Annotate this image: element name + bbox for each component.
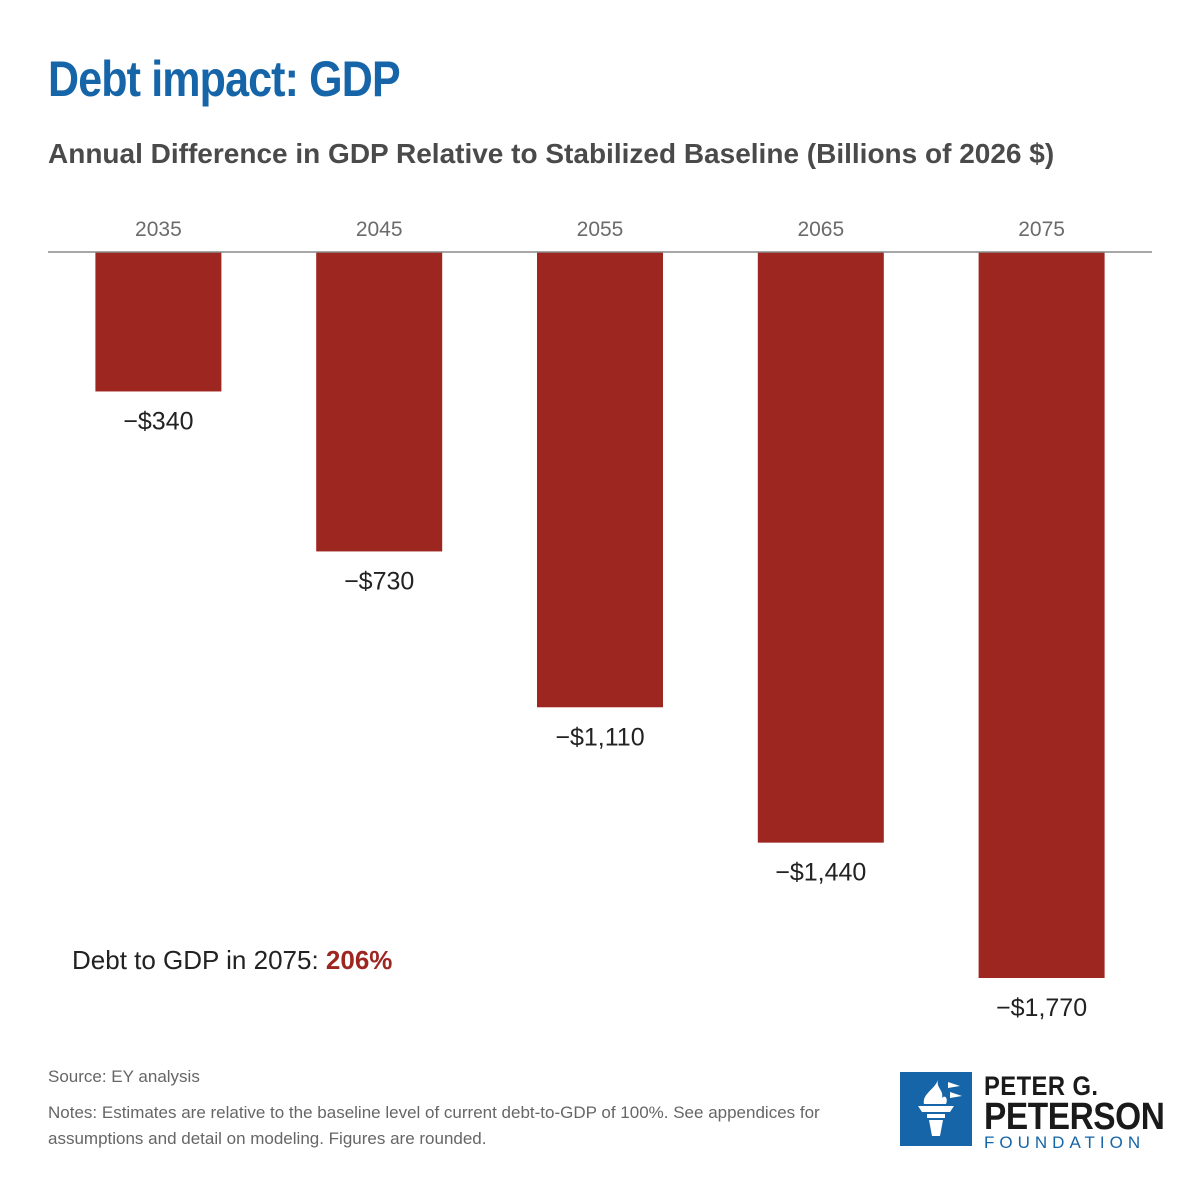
- callout-label: Debt to GDP in 2075:: [72, 945, 326, 975]
- logo-line-3: FOUNDATION: [984, 1133, 1146, 1152]
- source-note: Source: EY analysis: [48, 1067, 200, 1086]
- peterson-foundation-logo: PETER G. PETERSON FOUNDATION: [900, 1072, 1165, 1152]
- data-label-2065: −$1,440: [775, 859, 866, 887]
- x-tick-label-2045: 2045: [356, 218, 403, 241]
- data-label-2035: −$340: [123, 407, 193, 435]
- footnotes: Notes: Estimates are relative to the bas…: [48, 1103, 820, 1148]
- callout-value: 206%: [325, 945, 393, 975]
- debt-to-gdp-callout: Debt to GDP in 2075: 206%: [72, 945, 392, 976]
- chart-subtitle: Annual Difference in GDP Relative to Sta…: [48, 138, 1055, 169]
- data-label-2045: −$730: [344, 567, 414, 595]
- x-tick-label-2065: 2065: [797, 218, 844, 241]
- chart-title: Debt impact: GDP: [48, 51, 401, 107]
- bar-2065: [757, 252, 884, 843]
- bar-2035: [95, 252, 222, 392]
- x-tick-label-2035: 2035: [135, 218, 182, 241]
- x-tick-label-2055: 2055: [577, 218, 624, 241]
- data-label-2055: −$1,110: [555, 723, 644, 751]
- torch-icon: [900, 1072, 972, 1146]
- bar-2055: [537, 252, 663, 708]
- logo-line-1: PETER G.: [984, 1071, 1099, 1101]
- bar-chart: 2035 −$340 2045 −$730 2055 −$1,110 2065 −$1,440…: [48, 218, 1152, 1022]
- bar-2075: [978, 252, 1105, 978]
- bar-2045: [316, 252, 443, 552]
- logo-line-2: PETERSON: [984, 1096, 1165, 1138]
- x-tick-label-2075: 2075: [1018, 218, 1065, 241]
- data-label-2075: −$1,770: [996, 994, 1087, 1022]
